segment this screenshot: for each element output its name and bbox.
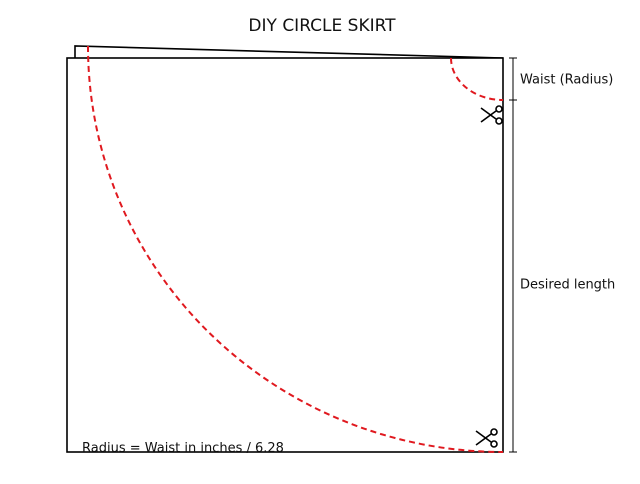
- formula-label: Radius = Waist in inches / 6.28: [82, 441, 284, 456]
- fabric: [66, 57, 504, 453]
- waist-label: Waist (Radius): [520, 73, 613, 88]
- scissors-icon: [480, 105, 503, 125]
- hem-cut: [87, 45, 504, 453]
- title: DIY CIRCLE SKIRT: [248, 16, 396, 36]
- waist-cut: [450, 57, 504, 101]
- length-label: Desired length: [520, 278, 615, 293]
- fabric-back: [74, 45, 504, 59]
- scissors-icon: [475, 428, 498, 448]
- dimension-lines: [509, 57, 517, 453]
